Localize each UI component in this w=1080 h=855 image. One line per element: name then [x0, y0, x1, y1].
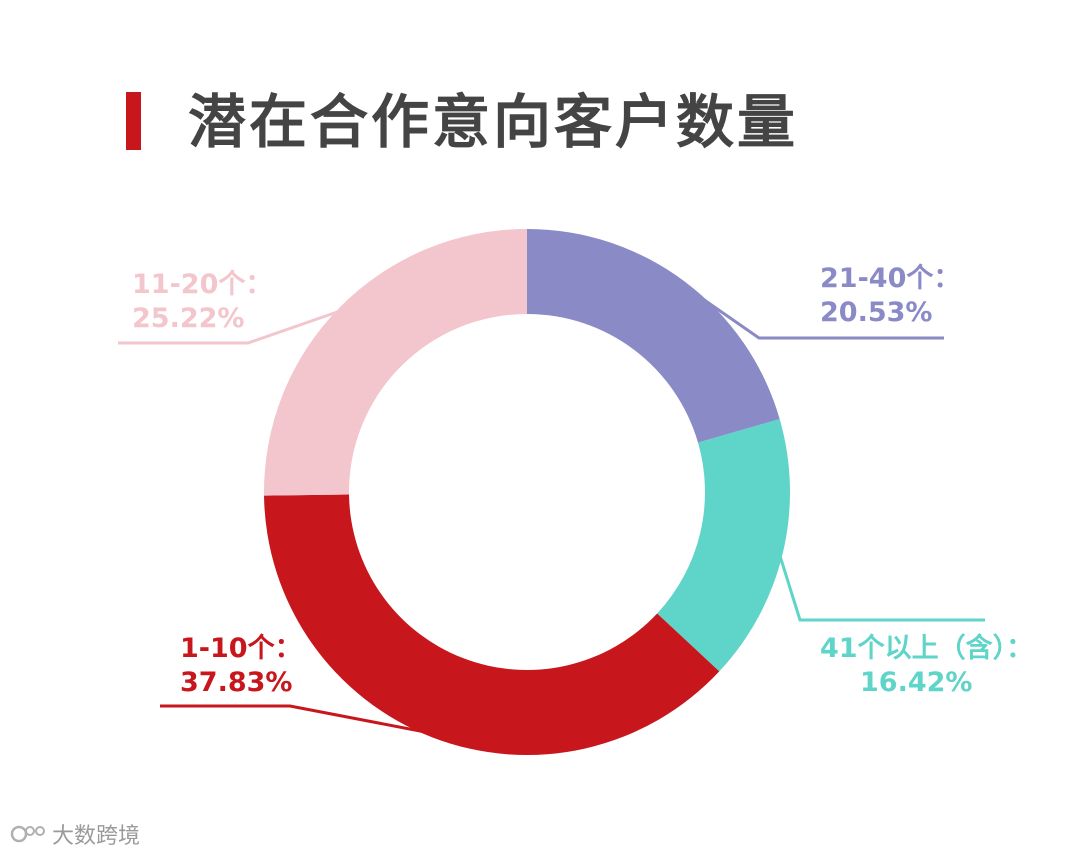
donut-slice: [527, 229, 780, 443]
donut-slice: [657, 419, 790, 672]
watermark-text: 大数跨境: [52, 824, 141, 849]
slice-category: 21-40个：: [820, 263, 961, 294]
slice-label-41-plus: 41个以上（含）： 16.42%: [820, 632, 1033, 700]
slice-percent: 20.53%: [820, 297, 933, 328]
slice-label-11-20: 11-20个： 25.22%: [132, 268, 272, 336]
leader-line: [118, 308, 344, 345]
leader-line: [681, 283, 944, 340]
slice-category: 11-20个：: [132, 269, 273, 300]
page-title: 潜在合作意向客户数量: [188, 88, 799, 156]
slice-label-1-10: 1-10个： 37.83%: [180, 632, 302, 700]
slice-label-21-40: 21-40个： 20.53%: [820, 262, 960, 330]
brand-logo-icon: [10, 825, 45, 843]
slice-category: 1-10个：: [180, 633, 302, 664]
leader-line: [777, 551, 985, 622]
watermark: 大数跨境: [10, 818, 140, 850]
slice-percent: 25.22%: [132, 303, 245, 334]
leader-line: [160, 704, 434, 736]
slice-percent: 37.83%: [180, 667, 293, 698]
donut-slice: [264, 494, 720, 755]
donut-slice: [264, 229, 527, 496]
slice-percent: 16.42%: [860, 667, 973, 698]
title-accent-bar: [126, 92, 141, 150]
slice-category: 41个以上（含）：: [820, 633, 1034, 664]
